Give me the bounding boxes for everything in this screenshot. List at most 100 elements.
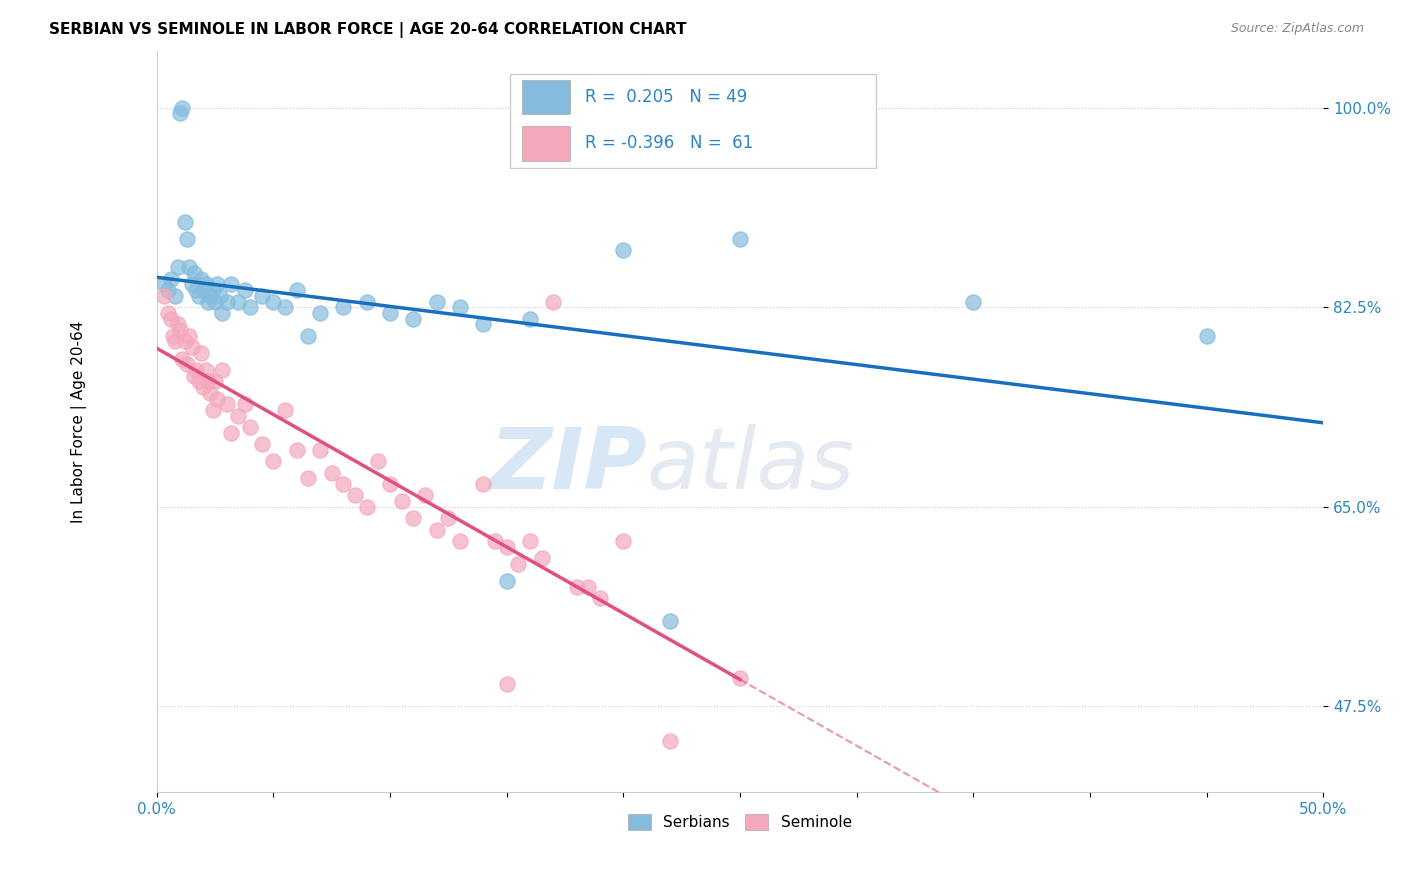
Point — [484, 534, 506, 549]
Point — [356, 500, 378, 514]
Point — [530, 551, 553, 566]
Point — [543, 294, 565, 309]
Point — [728, 671, 751, 685]
Point — [239, 300, 262, 314]
Point — [413, 488, 436, 502]
Point — [565, 580, 588, 594]
Text: SERBIAN VS SEMINOLE IN LABOR FORCE | AGE 20-64 CORRELATION CHART: SERBIAN VS SEMINOLE IN LABOR FORCE | AGE… — [49, 22, 686, 38]
Point — [262, 454, 284, 468]
Point — [187, 289, 209, 303]
Point — [233, 397, 256, 411]
Point — [193, 283, 215, 297]
Point — [211, 363, 233, 377]
Point — [285, 283, 308, 297]
Point — [157, 283, 180, 297]
Point — [194, 363, 217, 377]
Point — [589, 591, 612, 606]
Point — [659, 614, 682, 628]
Point — [180, 277, 202, 292]
Point — [495, 676, 517, 690]
Point — [962, 294, 984, 309]
Point — [176, 357, 198, 371]
Y-axis label: In Labor Force | Age 20-64: In Labor Force | Age 20-64 — [72, 320, 87, 523]
Point — [172, 101, 194, 115]
Point — [356, 294, 378, 309]
Point — [183, 266, 205, 280]
Point — [612, 534, 634, 549]
Point — [437, 511, 460, 525]
Point — [402, 511, 425, 525]
Point — [402, 311, 425, 326]
Point — [274, 403, 297, 417]
Point — [152, 277, 174, 292]
Point — [332, 477, 354, 491]
Point — [297, 471, 319, 485]
Point — [221, 277, 243, 292]
Point — [194, 277, 217, 292]
Point — [211, 306, 233, 320]
Point — [152, 289, 174, 303]
Point — [378, 306, 401, 320]
Point — [159, 311, 181, 326]
Point — [166, 260, 188, 275]
Point — [165, 334, 187, 349]
Point — [190, 346, 212, 360]
Point — [162, 328, 184, 343]
Point — [472, 477, 495, 491]
Point — [495, 540, 517, 554]
Text: atlas: atlas — [647, 425, 855, 508]
Point — [612, 244, 634, 258]
Point — [297, 328, 319, 343]
Point — [449, 534, 471, 549]
Point — [180, 340, 202, 354]
Point — [495, 574, 517, 588]
Point — [262, 294, 284, 309]
Point — [309, 442, 332, 457]
Point — [274, 300, 297, 314]
Point — [343, 488, 366, 502]
Point — [173, 334, 195, 349]
Point — [197, 294, 219, 309]
Point — [321, 466, 343, 480]
Point — [285, 442, 308, 457]
Point — [519, 311, 541, 326]
Point — [472, 318, 495, 332]
Point — [165, 289, 187, 303]
Text: ZIP: ZIP — [489, 425, 647, 508]
Point — [169, 323, 191, 337]
Point — [309, 306, 332, 320]
Point — [179, 328, 201, 343]
Point — [204, 375, 226, 389]
Point — [159, 272, 181, 286]
Point — [426, 294, 449, 309]
Point — [659, 733, 682, 747]
Point — [201, 283, 224, 297]
Point — [228, 294, 250, 309]
Point — [200, 289, 222, 303]
Point — [228, 409, 250, 423]
Point — [183, 368, 205, 383]
Point — [186, 363, 208, 377]
Point — [519, 534, 541, 549]
Legend: Serbians, Seminole: Serbians, Seminole — [623, 808, 858, 836]
Point — [193, 380, 215, 394]
Point — [207, 277, 229, 292]
Point — [186, 283, 208, 297]
Point — [172, 351, 194, 366]
Point — [391, 494, 413, 508]
Point — [201, 403, 224, 417]
Point — [176, 232, 198, 246]
Point — [332, 300, 354, 314]
Point — [233, 283, 256, 297]
Point — [239, 420, 262, 434]
Point — [179, 260, 201, 275]
Point — [187, 375, 209, 389]
Point — [207, 392, 229, 406]
Point — [169, 106, 191, 120]
Point — [197, 375, 219, 389]
Point — [204, 294, 226, 309]
Point — [190, 272, 212, 286]
Point — [215, 397, 238, 411]
Point — [215, 294, 238, 309]
Point — [250, 437, 273, 451]
